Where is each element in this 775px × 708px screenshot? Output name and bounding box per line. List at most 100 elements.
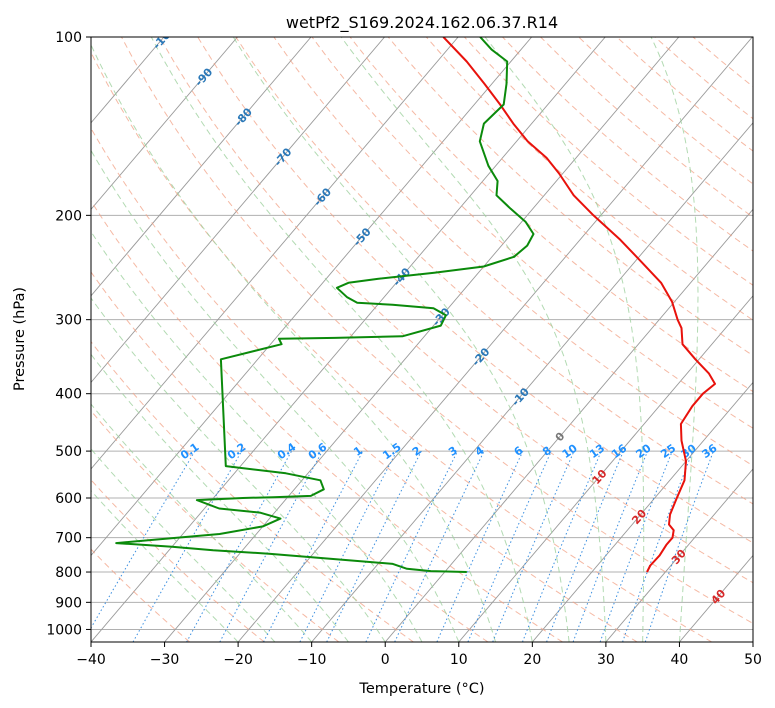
- x-tick-label: 50: [744, 652, 762, 668]
- dry-adiabat-line: [273, 37, 753, 467]
- mixing-ratio-label: 25: [658, 442, 678, 461]
- moist-adiabat-line: [232, 37, 570, 642]
- mixing-ratio-line: [365, 450, 458, 642]
- isotherm-line: [237, 37, 753, 642]
- dry-adiabat-line: [235, 37, 753, 505]
- dry-adiabat-line: [91, 51, 713, 642]
- isotherm-line: [752, 641, 753, 642]
- reference-line-labels: 0.1 0.2 0.4 0.6 1 1.5 2 3 4 6 8 10 13 16 20 25 30 36-100-…: [150, 37, 728, 607]
- moist-adiabat-line: [91, 297, 386, 642]
- plot-frame: [90, 36, 754, 643]
- mixing-ratio-line: [644, 450, 714, 642]
- isotherm-line: [91, 37, 312, 297]
- isotherm-line: [164, 37, 680, 642]
- mixing-ratio-line: [132, 450, 243, 642]
- dry-adiabat-line: [311, 37, 753, 429]
- dry-adiabat-line: [654, 37, 753, 120]
- y-tick-label: 400: [55, 387, 82, 403]
- mixing-ratio-line: [622, 450, 694, 642]
- x-tick-label: −30: [150, 652, 180, 668]
- x-axis-label: Temperature (°C): [358, 681, 484, 697]
- mixing-ratio-label: 0.2: [225, 440, 248, 462]
- moist-adiabat-line: [91, 43, 497, 642]
- x-tick-label: −40: [76, 652, 106, 668]
- mixing-ratio-line: [546, 450, 624, 642]
- y-tick-label: 200: [55, 208, 82, 224]
- isotherm-line: [384, 208, 753, 642]
- x-tick-label: 0: [381, 652, 390, 668]
- pressure-gridlines: [91, 37, 753, 630]
- x-tick-label: −10: [297, 652, 327, 668]
- isotherm-line: [91, 37, 385, 384]
- chart-title: wetPf2_S169.2024.162.06.37.R14: [286, 13, 558, 33]
- mixing-ratio-line: [467, 450, 552, 642]
- y-tick-label: 600: [55, 491, 82, 507]
- mixing-ratio-line: [326, 450, 422, 642]
- isotherm-line: [679, 554, 753, 642]
- dry-adiabat-line: [616, 37, 753, 152]
- x-axis-ticks: −40 −30 −20 −10 0 10 20 30 40 50: [76, 642, 762, 668]
- mixing-ratio-label: 36: [700, 441, 720, 461]
- isotherm-line: [91, 37, 606, 642]
- mixing-ratio-line: [186, 450, 293, 642]
- isotherm-line: [91, 37, 238, 211]
- dry-adiabat-line: [197, 37, 753, 544]
- y-tick-label: 300: [55, 313, 82, 329]
- mixing-ratio-line: [522, 450, 602, 642]
- moist-adiabat-line: [91, 448, 276, 642]
- mixing-ratio-label: 20: [634, 441, 654, 461]
- isotherm-line: [311, 122, 753, 642]
- mixing-ratio-label: 0.4: [275, 440, 299, 462]
- y-tick-label: 700: [55, 531, 82, 547]
- mixing-ratio-line: [299, 450, 398, 642]
- mixing-ratio-label: 0.1: [178, 440, 201, 462]
- y-axis-ticks: 1000 900 800 700 600 500 400 300 200 100: [46, 30, 91, 638]
- isotherm-line: [605, 468, 753, 642]
- dry-adiabat-line: [159, 37, 753, 584]
- mixing-ratio-line: [572, 450, 649, 642]
- isotherm-line: [531, 381, 753, 642]
- isotherm-lines: [91, 37, 753, 642]
- dry-adiabat-line: [387, 37, 753, 357]
- moist-adiabat-line: [484, 37, 645, 642]
- x-tick-label: 10: [450, 652, 468, 668]
- mixing-ratio-label: 0.6: [306, 440, 330, 462]
- y-tick-label: 900: [55, 595, 82, 611]
- moist-adiabat-line: [150, 37, 533, 642]
- dewpoint-profile-line: [115, 37, 535, 573]
- moist-adiabat-line: [340, 37, 607, 642]
- isotherm-line: [91, 37, 459, 470]
- mixing-ratio-lines: [91, 450, 714, 642]
- mixing-ratio-line: [599, 450, 673, 642]
- sounding-series: [115, 37, 716, 573]
- y-tick-label: 800: [55, 565, 82, 581]
- x-tick-label: 20: [523, 652, 541, 668]
- dry-adiabat-line: [540, 37, 753, 218]
- dry-adiabat-line: [91, 479, 265, 642]
- y-tick-label: 1000: [46, 622, 82, 638]
- plot-area: 0.1 0.2 0.4 0.6 1 1.5 2 3 4 6 8 10 13 16 20 25 30 36-100-…: [91, 37, 753, 642]
- mixing-ratio-label: 13: [587, 442, 607, 461]
- mixing-ratio-line: [436, 450, 524, 642]
- moist-adiabat-line: [91, 353, 349, 642]
- mixing-ratio-label: 1.5: [380, 440, 403, 462]
- mixing-ratio-label: 10: [560, 441, 580, 461]
- mixing-ratio-line: [394, 450, 485, 642]
- y-axis-label: Pressure (hPa): [12, 287, 28, 391]
- moist-adiabat-line: [650, 37, 699, 642]
- dry-adiabat-line: [91, 271, 489, 642]
- moist-adiabat-line: [91, 403, 313, 642]
- x-tick-label: 30: [597, 652, 615, 668]
- dry-adiabat-line: [91, 548, 191, 642]
- y-tick-label: 500: [55, 444, 82, 460]
- moist-adiabat-lines: [91, 37, 699, 642]
- dry-adiabat-line: [349, 37, 753, 393]
- dry-adiabat-line: [91, 340, 414, 642]
- y-tick-label: 100: [55, 30, 82, 46]
- mixing-ratio-line: [492, 450, 575, 642]
- temperature-profile-line: [442, 37, 716, 573]
- dry-adiabat-line: [91, 200, 563, 642]
- dry-adiabat-line: [91, 127, 638, 642]
- isotherm-line: [458, 295, 753, 642]
